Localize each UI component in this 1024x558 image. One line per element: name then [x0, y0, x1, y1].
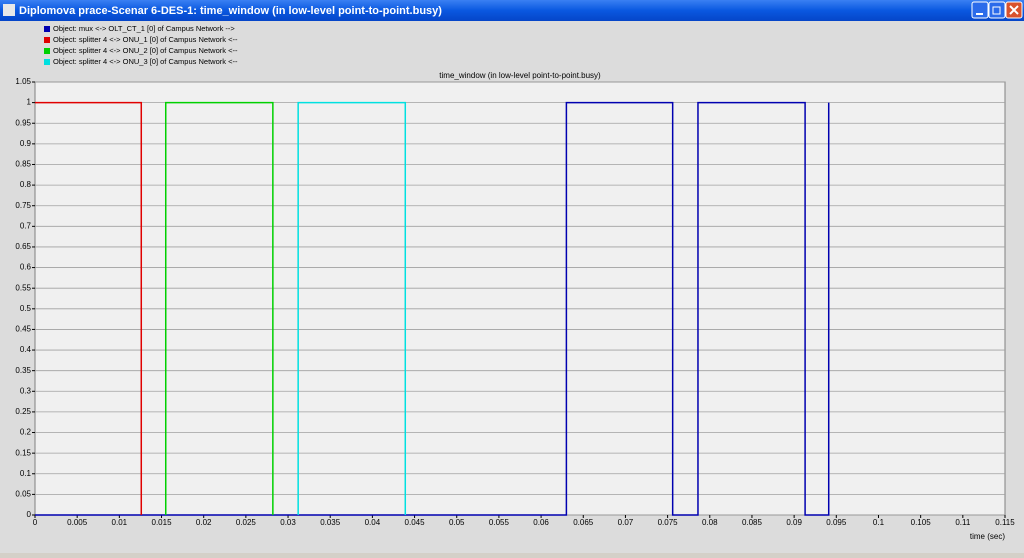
- x-tick-label: 0.055: [489, 518, 510, 527]
- x-tick-label: 0.11: [955, 518, 971, 527]
- x-tick-label: 0.02: [196, 518, 212, 527]
- close-button[interactable]: [1005, 1, 1023, 19]
- y-tick-label: 0.1: [20, 469, 32, 478]
- restore-button[interactable]: [988, 1, 1006, 19]
- minimize-button[interactable]: [971, 1, 989, 19]
- x-tick-label: 0.1: [873, 518, 885, 527]
- y-tick-label: 0.95: [15, 118, 31, 127]
- y-tick-label: 0.9: [20, 139, 32, 148]
- x-tick-label: 0.065: [573, 518, 594, 527]
- y-tick-label: 0.65: [15, 242, 31, 251]
- x-tick-label: 0.005: [67, 518, 88, 527]
- series-line: [35, 101, 830, 516]
- legend-swatch: [44, 59, 50, 65]
- chart-title: time_window (in low-level point-to-point…: [439, 71, 601, 80]
- title-bar: [0, 0, 1024, 21]
- y-tick-label: 0.3: [20, 386, 32, 395]
- app-icon: [3, 4, 15, 16]
- series-line: [35, 101, 143, 515]
- y-tick-label: 0.6: [20, 263, 32, 272]
- x-tick-label: 0.04: [365, 518, 381, 527]
- x-tick-label: 0.095: [826, 518, 847, 527]
- x-tick-label: 0.09: [786, 518, 802, 527]
- y-tick-label: 0.5: [20, 304, 32, 313]
- legend-label: Object: mux <-> OLT_CT_1 [0] of Campus N…: [53, 24, 235, 33]
- legend-swatch: [44, 48, 50, 54]
- x-tick-label: 0.075: [658, 518, 679, 527]
- legend-label: Object: splitter 4 <-> ONU_1 [0] of Camp…: [53, 35, 238, 44]
- y-tick-label: 0.4: [20, 345, 32, 354]
- y-tick-label: 0.25: [15, 407, 31, 416]
- y-tick-label: 1: [27, 98, 32, 107]
- x-axis-label: time (sec): [970, 532, 1005, 541]
- y-tick-label: 1.05: [15, 77, 31, 86]
- y-tick-label: 0.85: [15, 160, 31, 169]
- y-tick-label: 0.8: [20, 180, 32, 189]
- x-tick-label: 0.06: [533, 518, 549, 527]
- y-tick-label: 0.35: [15, 366, 31, 375]
- x-tick-label: 0.115: [995, 518, 1015, 527]
- legend-swatch: [44, 37, 50, 43]
- x-tick-label: 0: [33, 518, 38, 527]
- series-line: [164, 101, 274, 515]
- legend-label: Object: splitter 4 <-> ONU_3 [0] of Camp…: [53, 57, 238, 66]
- x-tick-label: 0.105: [911, 518, 932, 527]
- x-tick-label: 0.07: [618, 518, 634, 527]
- y-tick-label: 0: [27, 510, 32, 519]
- x-tick-label: 0.045: [405, 518, 426, 527]
- x-tick-label: 0.01: [112, 518, 128, 527]
- y-tick-label: 0.2: [20, 428, 32, 437]
- y-tick-label: 0.55: [15, 283, 31, 292]
- legend-swatch: [44, 26, 50, 32]
- x-tick-label: 0.08: [702, 518, 718, 527]
- legend-label: Object: splitter 4 <-> ONU_2 [0] of Camp…: [53, 46, 238, 55]
- x-tick-label: 0.015: [152, 518, 173, 527]
- plot-area: [34, 81, 1006, 516]
- y-tick-label: 0.75: [15, 201, 31, 210]
- y-tick-label: 0.15: [15, 448, 31, 457]
- x-tick-label: 0.03: [280, 518, 296, 527]
- x-tick-label: 0.085: [742, 518, 763, 527]
- y-tick-label: 0.05: [15, 489, 31, 498]
- series-line: [297, 101, 407, 515]
- window-title: Diplomova prace-Scenar 6-DES-1: time_win…: [19, 5, 442, 17]
- x-tick-label: 0.025: [236, 518, 257, 527]
- x-tick-label: 0.035: [320, 518, 341, 527]
- x-tick-label: 0.05: [449, 518, 465, 527]
- y-tick-label: 0.45: [15, 325, 31, 334]
- y-tick-label: 0.7: [20, 221, 32, 230]
